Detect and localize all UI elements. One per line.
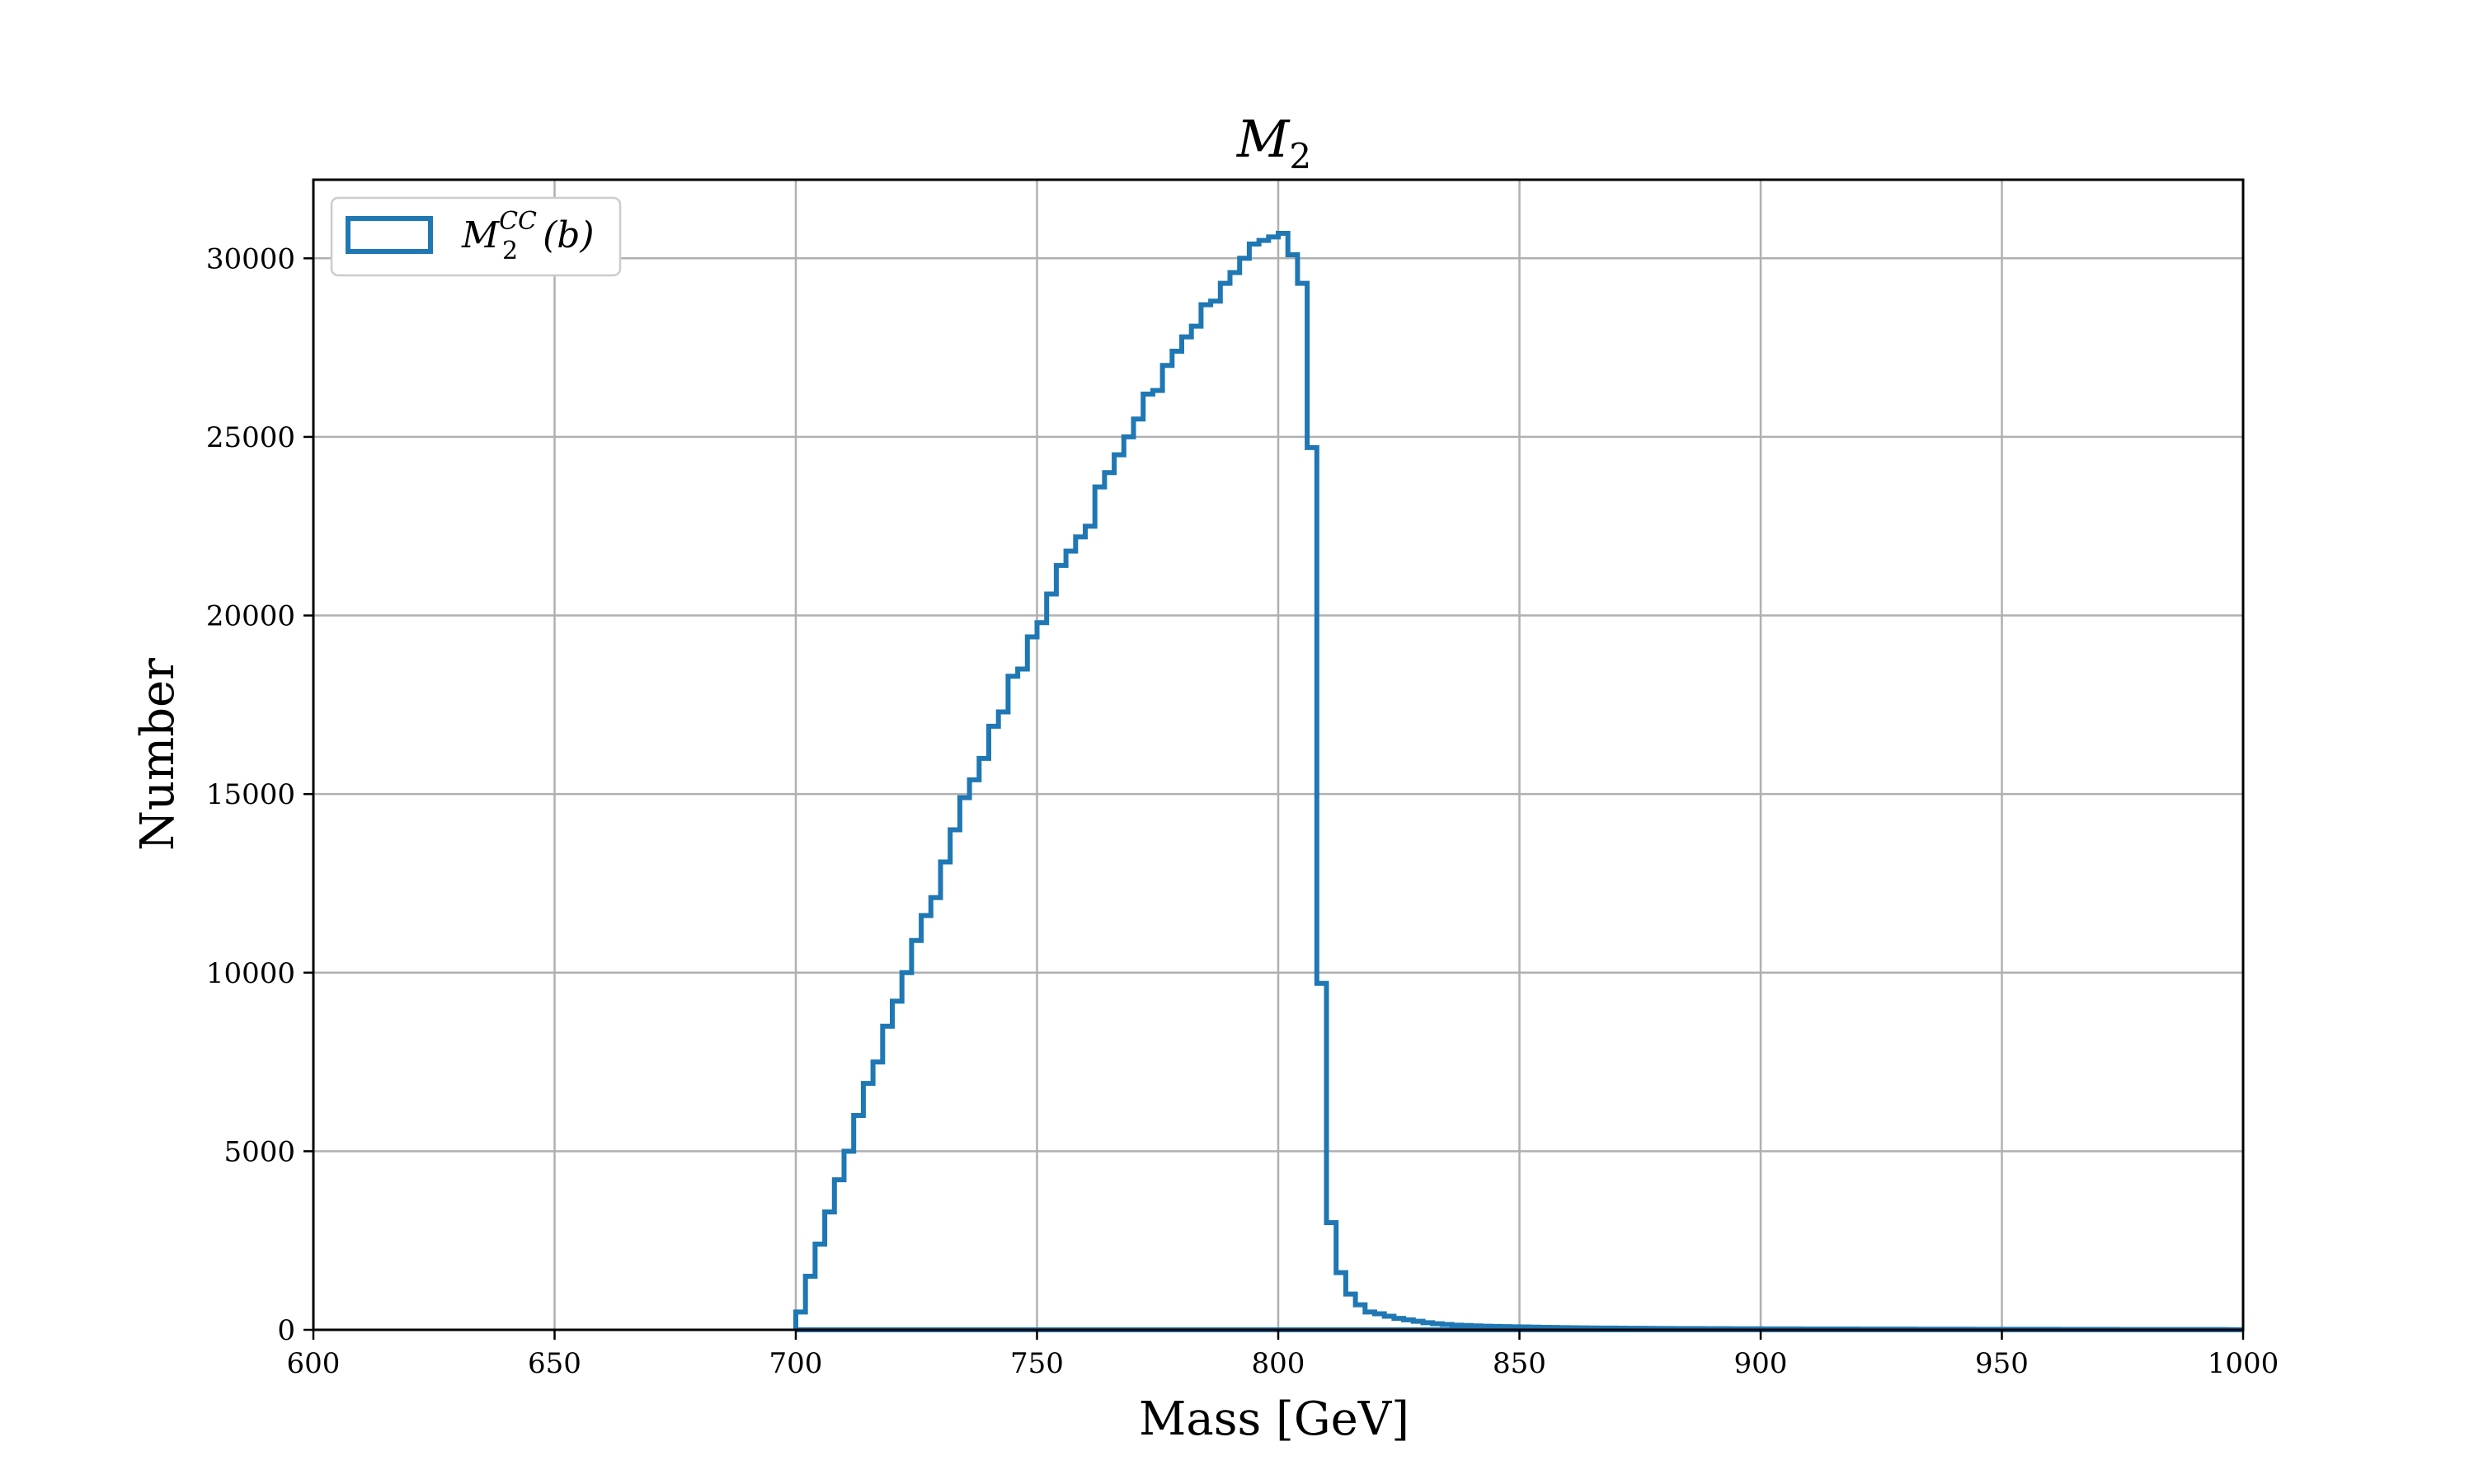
x-tick-label: 900 [1734, 1347, 1788, 1380]
chart-title-subscript: 2 [1289, 136, 1311, 176]
y-tick-label: 5000 [223, 1135, 295, 1168]
chart-title: M2 [1236, 109, 1311, 176]
legend-label-subscript: 2 [502, 237, 518, 265]
y-tick-label: 15000 [206, 778, 295, 811]
x-tick-label: 800 [1252, 1347, 1305, 1380]
legend: MCC 2 (b) [330, 196, 622, 277]
x-tick-label: 1000 [2208, 1347, 2279, 1380]
x-tick-label: 650 [528, 1347, 581, 1380]
y-tick-label: 10000 [206, 957, 295, 990]
x-tick-label: 700 [769, 1347, 823, 1380]
legend-label-superscript: CC [499, 207, 537, 236]
x-axis-ticks: 600 650 700 750 800 850 900 950 1000 [287, 1330, 2279, 1380]
y-axis-label: Number [131, 658, 185, 851]
legend-swatch-patch [346, 216, 433, 254]
x-tick-label: 600 [287, 1347, 341, 1380]
grid [312, 180, 2245, 1331]
x-tick-label: 950 [1975, 1347, 2029, 1380]
x-axis-label: Mass [GeV] [1139, 1392, 1409, 1446]
y-axis-ticks: 0 5000 10000 15000 20000 25000 30000 [206, 242, 313, 1347]
legend-series-label: MCC 2 (b) [461, 207, 595, 265]
legend-label-tail: (b) [543, 214, 595, 256]
y-tick-label: 20000 [206, 600, 295, 633]
y-tick-label: 25000 [206, 421, 295, 454]
x-tick-label: 750 [1010, 1347, 1064, 1380]
y-tick-label: 30000 [206, 242, 295, 275]
y-tick-label: 0 [277, 1314, 295, 1347]
x-tick-label: 850 [1493, 1347, 1546, 1380]
